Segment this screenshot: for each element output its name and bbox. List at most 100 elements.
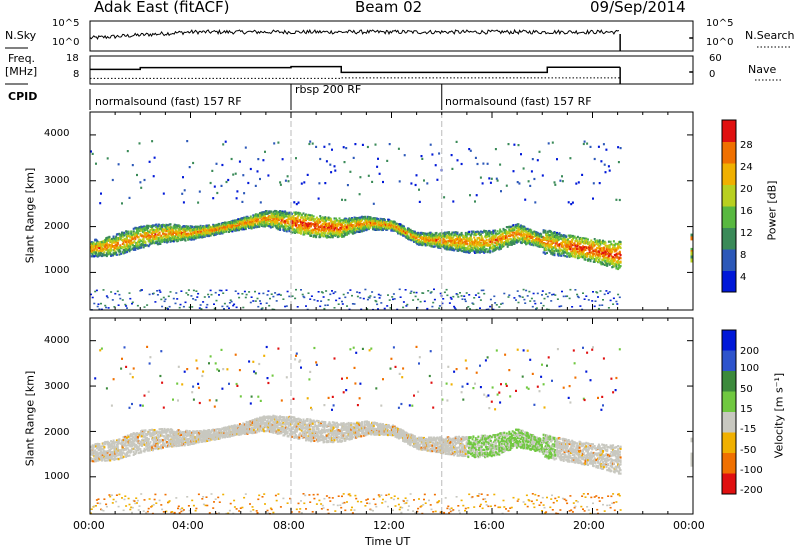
power-cell	[124, 245, 127, 248]
power-cell	[146, 237, 149, 241]
power-cell	[120, 252, 123, 255]
power-cell	[307, 292, 310, 294]
power-cell	[366, 298, 369, 301]
power-cell	[501, 302, 504, 305]
power-cell	[186, 140, 189, 143]
power-cell	[156, 294, 159, 296]
power-cell	[287, 180, 290, 183]
power-cell	[507, 143, 510, 146]
power-cell	[378, 297, 381, 299]
power-cell	[468, 294, 471, 296]
freq-panel-frame	[89, 55, 694, 85]
power-cell	[373, 296, 376, 298]
power-cell	[191, 306, 194, 308]
power-cell	[139, 238, 142, 241]
power-cell	[274, 292, 277, 294]
power-cell	[422, 292, 425, 294]
power-cell	[184, 230, 187, 233]
power-cell	[262, 292, 265, 295]
power-cell	[93, 302, 96, 305]
power-cell	[528, 290, 531, 293]
power-cell	[177, 236, 179, 239]
power-cell	[197, 292, 200, 295]
power-cell	[413, 291, 415, 294]
power-cell	[188, 306, 191, 309]
power-cell	[131, 234, 133, 237]
power-cell	[446, 294, 449, 297]
power-cell	[155, 237, 158, 240]
power-cell	[100, 308, 103, 311]
power-cell	[98, 247, 101, 250]
power-cell	[325, 290, 328, 292]
power-cell	[490, 177, 493, 180]
power-cell	[525, 289, 528, 292]
power-cell	[132, 230, 135, 233]
power-cell	[443, 196, 446, 199]
power-cell	[123, 231, 126, 234]
power-cell	[177, 229, 180, 232]
power-cell	[482, 289, 485, 292]
power-cell	[493, 295, 496, 298]
power-cell	[275, 300, 278, 302]
power-cell	[250, 296, 253, 298]
power-cell	[414, 183, 417, 187]
power-cell	[90, 293, 92, 296]
power-cell	[123, 234, 126, 237]
power-cell	[456, 232, 459, 235]
power-cell	[259, 302, 262, 305]
power-cell	[337, 303, 340, 305]
power-cell	[527, 180, 530, 183]
power-cell	[146, 226, 149, 229]
power-cell	[90, 247, 93, 251]
power-cell	[236, 224, 239, 227]
power-cell	[218, 294, 220, 296]
power-cell	[165, 233, 168, 236]
power-cell	[156, 240, 159, 243]
power-cell	[126, 244, 128, 247]
power-cell	[279, 294, 282, 296]
power-cell	[98, 308, 101, 310]
power-cell	[398, 288, 401, 291]
power-cell	[531, 305, 534, 308]
power-cell	[97, 303, 100, 305]
power-cell	[344, 296, 347, 299]
power-cell	[123, 237, 126, 240]
power-cell	[203, 296, 206, 298]
power-cell	[200, 308, 203, 310]
power-cell	[91, 253, 94, 256]
power-cell	[326, 304, 329, 306]
power-cell	[356, 295, 359, 298]
power-cell	[199, 304, 202, 306]
power-cell	[159, 242, 162, 245]
power-cell	[372, 202, 375, 205]
power-cell	[139, 228, 142, 231]
power-cell	[128, 239, 131, 242]
power-cell	[153, 232, 156, 235]
power-cell	[273, 142, 276, 145]
power-cell	[151, 140, 154, 143]
power-cell	[116, 233, 119, 236]
power-cell	[267, 174, 270, 177]
power-cell	[338, 297, 341, 300]
power-cell	[309, 140, 312, 143]
power-cell	[162, 192, 165, 195]
power-cell	[450, 154, 453, 157]
power-cell	[98, 252, 101, 255]
power-cell	[130, 232, 133, 235]
power-cell	[96, 305, 99, 308]
power-cell	[410, 182, 413, 185]
power-cell	[116, 243, 119, 246]
power-cell	[117, 163, 120, 166]
power-cell	[124, 250, 127, 254]
power-cell	[268, 304, 271, 307]
power-cell	[129, 244, 132, 247]
power-cell	[489, 298, 492, 301]
power-cell	[531, 158, 534, 161]
power-cell	[399, 296, 402, 298]
power-cell	[534, 302, 537, 305]
power-cell	[248, 291, 251, 293]
power-cell	[140, 246, 143, 249]
power-cell	[130, 230, 133, 233]
power-cell	[294, 297, 297, 300]
